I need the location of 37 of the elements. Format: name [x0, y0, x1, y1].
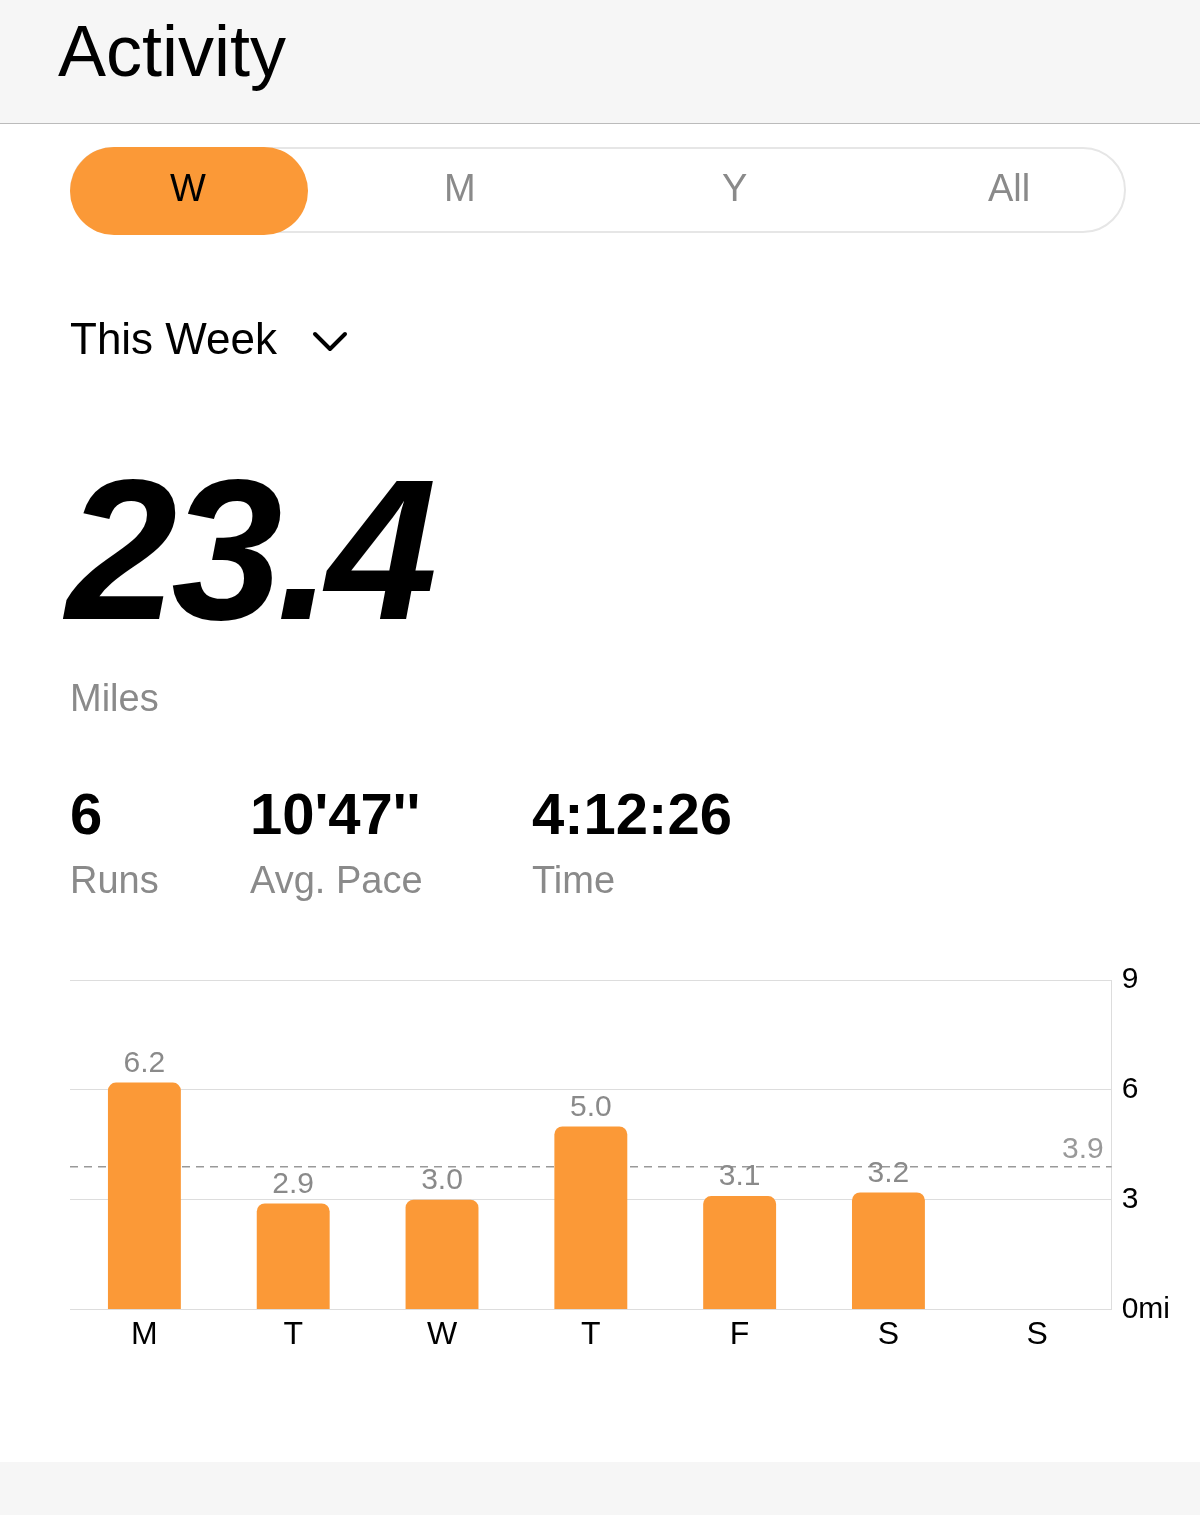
x-tick-label: T: [283, 1314, 303, 1351]
y-tick-label: 6: [1121, 1071, 1139, 1105]
text: Runs: [70, 859, 159, 902]
y-tick-label: 0mi: [1121, 1290, 1170, 1324]
text: 4:12:26: [532, 781, 732, 846]
x-tick-label: M: [131, 1314, 158, 1351]
x-tick-label: T: [581, 1314, 601, 1351]
y-tick-label: 9: [1121, 961, 1139, 995]
bar: [703, 1196, 777, 1310]
x-tick-label: S: [877, 1314, 900, 1351]
y-tick-label: 3: [1121, 1181, 1139, 1214]
text: This Week: [70, 314, 278, 364]
text: Y: [722, 167, 748, 210]
data-label: 6.2: [123, 1044, 166, 1078]
text: W: [170, 167, 206, 210]
chart-title: Activity: [58, 10, 287, 92]
bar: [256, 1203, 330, 1310]
x-tick-label: F: [729, 1314, 750, 1351]
text: 10'47'': [250, 781, 421, 846]
text: M: [444, 167, 476, 210]
text: Avg. Pace: [250, 859, 423, 902]
data-label: 5.0: [569, 1088, 612, 1122]
data-label: 3.2: [867, 1154, 910, 1188]
text: All: [988, 167, 1031, 210]
text: 6: [70, 781, 103, 846]
data-label: 2.9: [272, 1165, 315, 1199]
x-tick-label: W: [426, 1314, 458, 1351]
data-label: 3.1: [718, 1158, 761, 1192]
data-label: 3.0: [421, 1162, 463, 1195]
bar: [107, 1082, 181, 1310]
ref-line-label: 3.9: [1061, 1131, 1104, 1165]
bar: [405, 1199, 479, 1310]
text: Miles: [70, 677, 159, 720]
x-tick-label: S: [1026, 1314, 1048, 1351]
bar: [851, 1192, 925, 1310]
text: Time: [532, 859, 616, 902]
bar: [554, 1126, 628, 1310]
